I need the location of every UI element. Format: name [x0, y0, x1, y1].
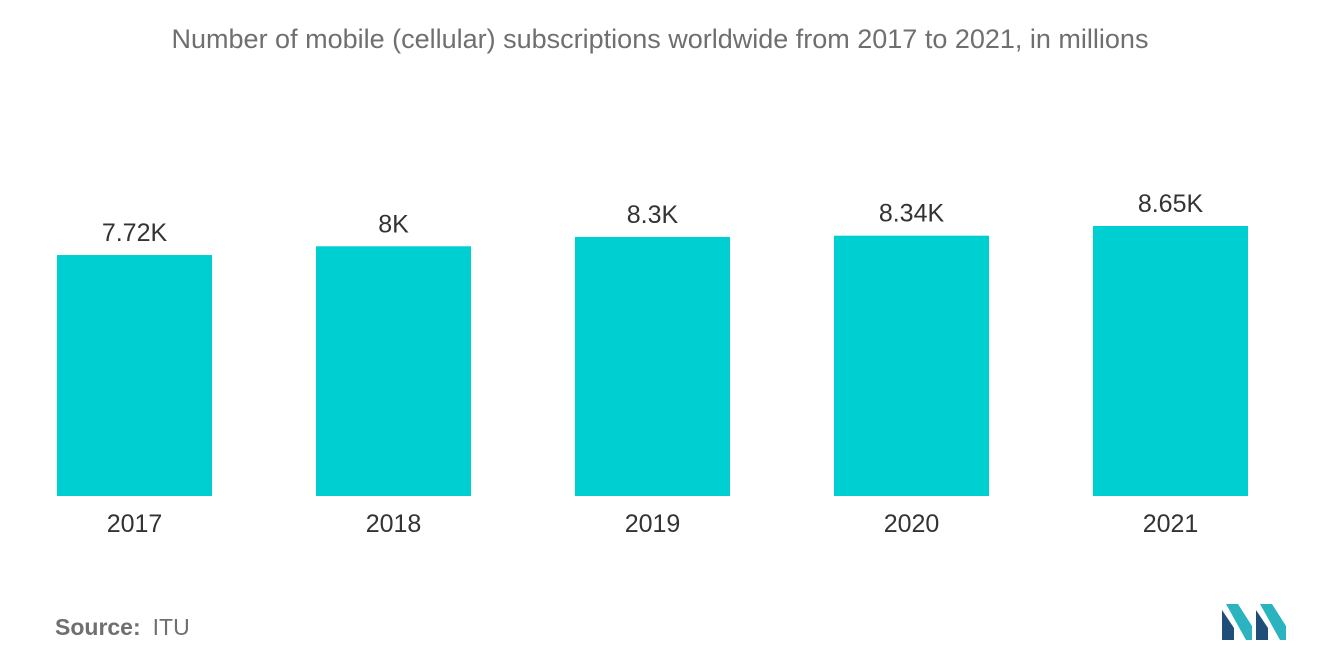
value-label-2021: 8.65K [1138, 190, 1204, 218]
bar-2019 [575, 236, 730, 496]
bar-2020 [834, 235, 989, 496]
source-value: ITU [152, 614, 190, 640]
bar-chart: 7.72K 8K 8.3K 8.34K 8.65K 2017 2018 2019 2020 20… [57, 190, 1248, 538]
bar-2017 [57, 255, 212, 496]
x-tick-label-2017: 2017 [107, 510, 163, 538]
bar-2021 [1093, 226, 1248, 496]
bar-2018 [316, 246, 471, 496]
source-label: Source: [55, 614, 141, 640]
value-label-2019: 8.3K [627, 201, 679, 229]
value-label-2018: 8K [378, 210, 409, 238]
x-tick-label-2019: 2019 [625, 510, 681, 538]
x-tick-label-2018: 2018 [366, 510, 422, 538]
x-tick-label-2020: 2020 [884, 510, 940, 538]
mordor-intelligence-logo-icon [1222, 604, 1286, 640]
value-label-2020: 8.34K [879, 200, 945, 228]
source-note: Source: ITU [55, 614, 190, 641]
value-label-2017: 7.72K [102, 219, 168, 247]
x-tick-label-2021: 2021 [1143, 510, 1199, 538]
chart-title: Number of mobile (cellular) subscription… [171, 24, 1149, 54]
